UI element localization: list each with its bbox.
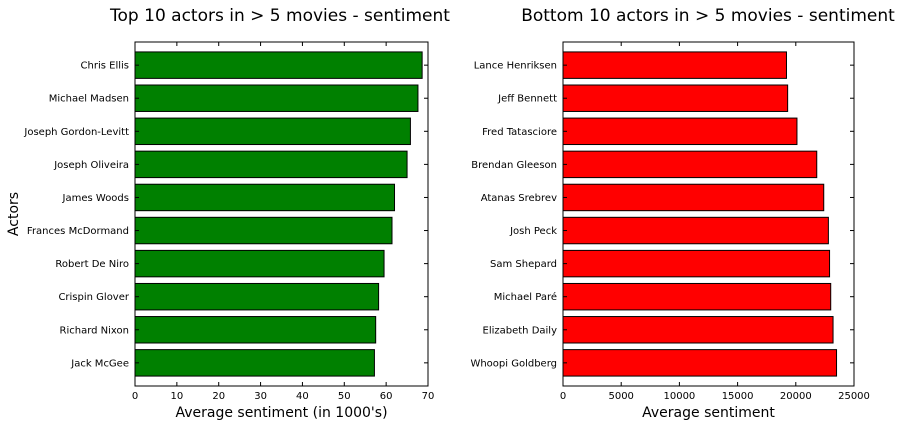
bar-left-5 [134,183,396,212]
category-label: James Woods [62,193,129,204]
xtick-label: 10000 [663,391,695,402]
category-label: Richard Nixon [60,325,129,336]
bar-right-1 [562,51,787,79]
category-label: Joseph Gordon-Levitt [23,127,129,138]
category-label: Frances McDormand [27,226,129,237]
chart-panel-left: Chris Ellis Michael Madsen Joseph Gordon-L… [6,6,450,421]
category-label: Crispin Glover [58,292,129,303]
category-label: Josh Peck [509,226,557,237]
bar-left-10 [134,349,375,377]
chart-title: Top 10 actors in > 5 movies - sentiment [109,6,450,26]
plot-frame [562,41,855,387]
xtick-label: 10 [170,391,183,402]
xtick-label: 5000 [608,391,633,402]
bar-left-9 [134,316,377,344]
x-axis-label: Average sentiment (in 1000's) [175,405,387,421]
xtick-label: 60 [380,391,393,402]
bar-left-6 [134,216,393,245]
category-label: Joseph Oliveira [53,160,129,171]
category-label: Robert De Niro [55,259,129,270]
bar-right-4 [562,150,818,179]
bar-right-5 [562,183,825,212]
category-label: Lance Henriksen [474,61,557,72]
xtick-label: 30 [254,391,267,402]
xtick-label: 25000 [838,391,870,402]
xtick-label: 0 [132,391,138,402]
category-label: Elizabeth Daily [483,325,558,336]
bar-left-8 [134,282,380,311]
category-label: Michael Paré [494,291,557,303]
xtick-label: 70 [422,391,435,402]
category-label: Jack McGee [70,358,129,369]
category-label: Whoopi Goldberg [470,358,557,369]
y-axis-label: Actors [6,192,22,236]
xtick-label: 20000 [780,391,812,402]
bar-right-9 [562,316,834,344]
bar-right-2 [562,84,789,112]
bar-right-8 [562,282,832,311]
bar-left-4 [134,150,408,179]
chart-panel-right: Lance Henriksen Jeff Bennett Fred Tatascio… [470,6,895,421]
category-label: Chris Ellis [81,61,129,72]
category-label: Brendan Gleeson [471,160,557,171]
bar-right-7 [562,249,831,278]
xtick-label: 20 [212,391,225,402]
bar-left-7 [134,249,385,278]
category-label: Jeff Bennett [497,94,557,105]
xtick-label: 50 [338,391,351,402]
category-label: Michael Madsen [49,94,129,105]
xtick-label: 0 [560,391,566,402]
xtick-label: 15000 [722,391,754,402]
bar-right-10 [562,349,838,377]
x-axis-label: Average sentiment [642,405,775,421]
bar-left-3 [134,117,411,146]
bar-right-6 [562,216,829,245]
xtick-label: 40 [296,391,309,402]
bar-right-3 [562,117,798,146]
category-label: Atanas Srebrev [481,193,557,204]
chart-title: Bottom 10 actors in > 5 movies - sentime… [521,6,895,26]
category-label: Sam Shepard [490,259,557,270]
bar-left-1 [134,51,423,79]
category-label: Fred Tatasciore [482,127,557,138]
bar-left-2 [134,84,419,112]
plot-frame [134,41,429,387]
